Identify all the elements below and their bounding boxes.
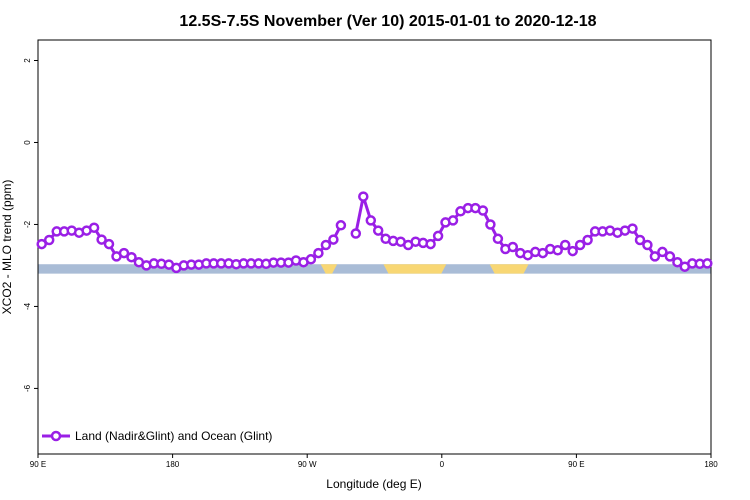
data-point [507, 241, 519, 253]
data-point [358, 191, 369, 202]
y-axis-label: XCO2 - MLO trend (ppm) [0, 180, 14, 315]
data-point [702, 258, 713, 269]
land-band-segment [320, 264, 338, 274]
data-point [492, 233, 504, 245]
y-tick-label: -6 [23, 384, 32, 392]
data-point [657, 246, 668, 258]
data-point [552, 245, 563, 256]
land-band-segment [489, 264, 529, 274]
data-point [372, 225, 384, 236]
data-point [634, 234, 646, 246]
ocean-band [38, 264, 711, 274]
data-point [649, 251, 661, 262]
data-point [88, 222, 100, 233]
data-point [642, 239, 653, 251]
data-point [313, 247, 324, 259]
data-point [537, 247, 549, 259]
data-point [96, 234, 107, 245]
data-point [627, 223, 638, 234]
data-point [328, 234, 339, 245]
x-tick-label: 90 W [298, 460, 317, 469]
data-point [485, 219, 496, 230]
data-point [103, 238, 115, 250]
x-axis: 90 E 180 90 W 0 90 E 180 [30, 454, 718, 469]
data-point [477, 205, 489, 216]
data-point [432, 230, 444, 242]
x-tick-label: 90 E [568, 460, 584, 469]
data-point [664, 251, 676, 262]
x-tick-label: 0 [440, 460, 445, 469]
y-axis: 2 0 -2 -4 -6 [23, 58, 38, 392]
series-layer [36, 191, 713, 274]
legend-label: Land (Nadir&Glint) and Ocean (Glint) [75, 429, 272, 443]
data-point [36, 238, 47, 250]
y-tick-label: -2 [23, 220, 32, 228]
data-point [43, 234, 55, 246]
y-tick-label: 0 [23, 140, 32, 145]
y-tick-label: -4 [23, 302, 32, 310]
land-band-segment [383, 264, 447, 274]
data-point [447, 215, 459, 226]
chart-title: 12.5S-7.5S November (Ver 10) 2015-01-01 … [179, 13, 596, 30]
legend-marker-swatch [50, 430, 62, 442]
x-tick-label: 180 [166, 460, 180, 469]
data-point [582, 234, 593, 246]
surface-band [38, 264, 711, 274]
plot-frame [37, 39, 712, 455]
data-point [350, 228, 362, 239]
data-point [672, 256, 683, 268]
legend: Land (Nadir&Glint) and Ocean (Glint) [42, 429, 272, 443]
data-point [559, 239, 571, 251]
x-tick-label: 90 E [30, 460, 46, 469]
data-point [335, 220, 347, 231]
data-point [425, 238, 436, 250]
data-point [126, 251, 137, 263]
data-point [567, 245, 578, 257]
y-tick-label: 2 [23, 58, 32, 63]
data-point [118, 247, 130, 259]
data-point [320, 239, 332, 251]
data-point [305, 254, 317, 265]
data-point [365, 215, 377, 226]
x-axis-label: Longitude (deg E) [326, 477, 421, 491]
x-tick-label: 180 [704, 460, 718, 469]
data-point [574, 239, 586, 251]
